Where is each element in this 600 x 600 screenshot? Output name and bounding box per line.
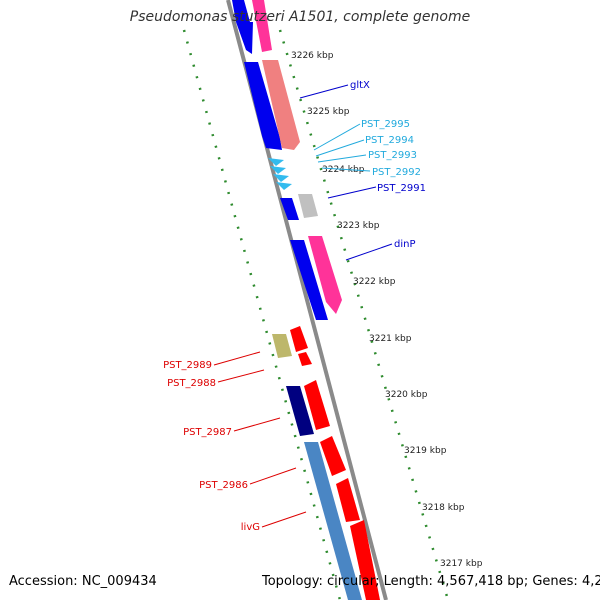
gene-PST_2987-outer[interactable] [304, 380, 330, 430]
label-gltX[interactable]: gltX [350, 80, 370, 91]
genome-summary: Topology: circular; Length: 4,567,418 bp… [262, 574, 600, 589]
kbp-tick-3225: 3225 kbp [307, 107, 350, 117]
gene-dinP-inner[interactable] [290, 240, 328, 320]
label-PST_2989[interactable]: PST_2989 [163, 360, 212, 371]
accession-value: NC_009434 [81, 574, 157, 589]
gene-livG-outer[interactable] [336, 478, 360, 522]
kbp-tick-3221: 3221 kbp [369, 334, 412, 344]
gene-PST_2991-outer[interactable] [298, 194, 318, 218]
gene-PST_2994[interactable] [270, 166, 286, 174]
accession-label: Accession: [9, 574, 78, 589]
gene-PST_2991-inner[interactable] [280, 198, 299, 220]
gene-livG-outer-2[interactable] [350, 520, 380, 600]
label-PST_2993[interactable]: PST_2993 [368, 150, 417, 161]
gene-fragment-top-pink[interactable] [252, 0, 272, 52]
label-PST_2987[interactable]: PST_2987 [183, 427, 232, 438]
gene-PST_2992[interactable] [276, 182, 292, 190]
kbp-tick-3218: 3218 kbp [422, 503, 465, 513]
leader-PST_2992 [321, 167, 371, 172]
label-PST_2991[interactable]: PST_2991 [377, 183, 426, 194]
label-PST_2986[interactable]: PST_2986 [199, 480, 248, 491]
kbp-tick-3222: 3222 kbp [353, 277, 396, 287]
leader-PST_2993 [317, 154, 367, 163]
kbp-tick-3217: 3217 kbp [440, 559, 483, 569]
genes-label: Genes: [532, 574, 578, 589]
leader-gltX [299, 84, 349, 99]
label-livG[interactable]: livG [241, 522, 260, 533]
gene-fragment-top-blue[interactable] [232, 0, 253, 54]
length-label: Length: [383, 574, 433, 589]
gene-PST_2989-outer[interactable] [290, 326, 308, 352]
label-PST_2994[interactable]: PST_2994 [365, 135, 414, 146]
gene-PST_2993[interactable] [273, 174, 289, 182]
genome-title: Pseudomonas stutzeri A1501, complete gen… [129, 9, 471, 25]
gene-PST_2987-inner[interactable] [286, 386, 314, 436]
topology-value: circular; [326, 574, 380, 589]
gene-PST_2995[interactable] [268, 158, 284, 166]
leader-PST_2986 [249, 467, 297, 485]
kbp-tick-3219: 3219 kbp [404, 446, 447, 456]
gene-PST_2988-outer[interactable] [298, 352, 312, 366]
leader-PST_2995 [313, 123, 361, 151]
kbp-tick-3224: 3224 kbp [322, 165, 365, 175]
leader-PST_2991 [327, 186, 377, 199]
label-PST_2992[interactable]: PST_2992 [372, 167, 421, 178]
gene-PST_2989-inner[interactable] [272, 334, 292, 358]
leader-PST_2988 [217, 369, 265, 383]
gene-gltX-outer[interactable] [262, 60, 300, 150]
label-PST_2995[interactable]: PST_2995 [361, 119, 410, 130]
leader-PST_2989 [213, 351, 261, 366]
genes-value: 4,201 [581, 574, 600, 589]
kbp-tick-3223: 3223 kbp [337, 221, 380, 231]
label-PST_2988[interactable]: PST_2988 [167, 378, 216, 389]
gene-PST_2986-inner[interactable] [304, 442, 362, 600]
label-dinP[interactable]: dinP [394, 239, 416, 250]
kbp-tick-3220: 3220 kbp [385, 390, 428, 400]
length-value: 4,567,418 bp; [437, 574, 529, 589]
leader-dinP [345, 243, 393, 261]
kbp-tick-3226: 3226 kbp [291, 51, 334, 61]
leader-PST_2994 [315, 139, 365, 157]
accession-info: Accession: NC_009434 [9, 574, 157, 589]
gene-gltX-inner[interactable] [244, 62, 282, 150]
inner-dotted-ruler [182, 29, 342, 600]
gene-dinP-outer[interactable] [308, 236, 342, 314]
leader-PST_2987 [233, 417, 281, 432]
leader-livG [261, 511, 307, 528]
topology-label: Topology: [262, 574, 323, 589]
gene-PST_2986-outer[interactable] [320, 436, 346, 476]
